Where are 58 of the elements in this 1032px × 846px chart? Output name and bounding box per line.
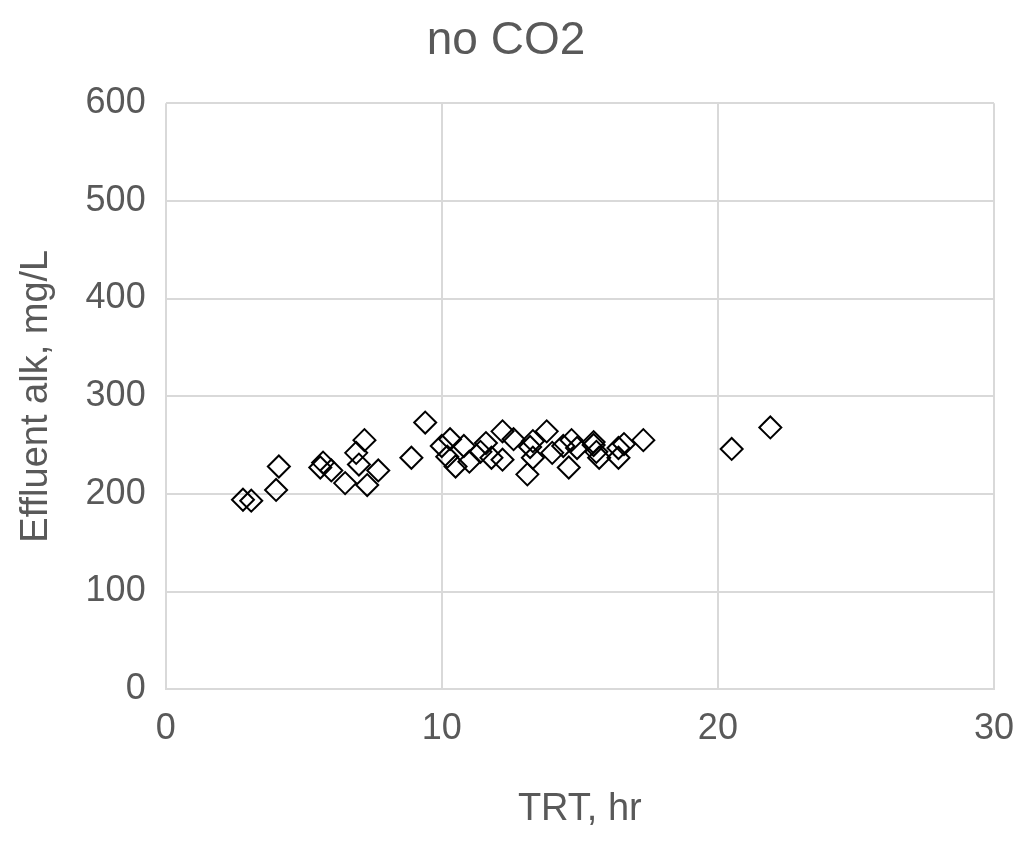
point [515, 462, 540, 487]
x-tick-label: 20 [697, 705, 738, 747]
x-tick-label: 0 [155, 705, 176, 747]
point [719, 436, 744, 461]
point [344, 440, 369, 465]
point [443, 454, 468, 479]
point [501, 427, 526, 452]
point [587, 445, 612, 470]
point [346, 452, 371, 477]
point [355, 473, 380, 498]
y-tick-label: 300 [85, 373, 146, 415]
y-axis-title: Effluent alk, mg/L [13, 249, 56, 543]
y-tick-label: 400 [85, 275, 146, 317]
point [551, 434, 576, 459]
point [559, 428, 584, 453]
point [758, 415, 783, 440]
point [520, 429, 545, 454]
point [435, 444, 460, 469]
point [556, 455, 581, 480]
point [264, 477, 289, 502]
point [606, 435, 631, 460]
point [631, 428, 656, 453]
point [490, 447, 515, 472]
y-tick-label: 0 [125, 666, 146, 708]
point [399, 445, 424, 470]
point [479, 445, 504, 470]
point [534, 419, 559, 444]
y-tick-label: 600 [85, 80, 146, 122]
x-axis-title: TRT, hr [517, 785, 643, 828]
point [468, 439, 493, 464]
point [457, 449, 482, 474]
point [518, 434, 543, 459]
point [451, 434, 476, 459]
point [612, 432, 636, 457]
chart-title: no CO2 [426, 12, 586, 65]
point [239, 488, 264, 513]
point [311, 450, 336, 475]
y-tick-label: 100 [85, 568, 146, 610]
point [473, 431, 498, 456]
point [230, 487, 255, 512]
point [606, 445, 631, 470]
point [352, 428, 377, 453]
point [429, 434, 454, 459]
point [413, 410, 438, 435]
point [366, 458, 391, 483]
y-tick-label: 500 [85, 177, 146, 219]
point [584, 439, 609, 464]
point [319, 458, 344, 483]
point [266, 454, 291, 479]
point [540, 440, 565, 465]
point [490, 419, 515, 444]
point [520, 445, 545, 470]
point [308, 455, 333, 480]
point [438, 427, 463, 452]
x-tick-label: 10 [421, 705, 462, 747]
y-tick-label: 200 [85, 470, 146, 512]
point [333, 471, 358, 496]
x-tick-label: 30 [973, 705, 1014, 747]
